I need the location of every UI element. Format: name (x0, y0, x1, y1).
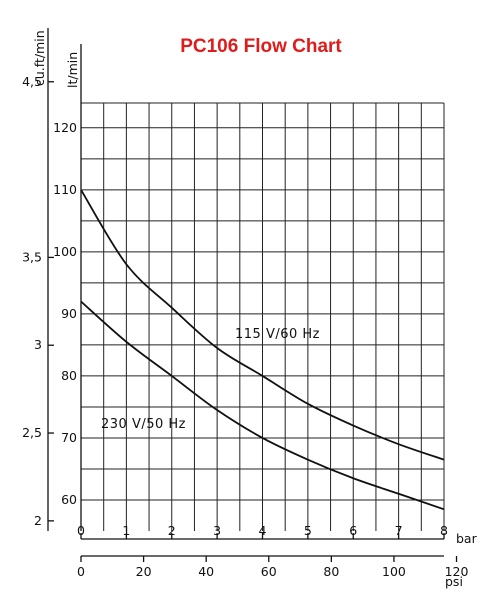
x2-tick-label: 0 (77, 564, 85, 579)
x-axis-label: bar (456, 531, 478, 546)
curves (80, 189, 445, 511)
x-tick-label: 5 (304, 523, 312, 538)
y2-tick-label: 3,5 (22, 249, 42, 264)
x2-tick-label: 100 (382, 564, 406, 579)
x-tick-label: 6 (349, 523, 357, 538)
x2-tick-label: 40 (198, 564, 214, 579)
x-tick-label: 2 (168, 523, 176, 538)
y-axis-label: lt/min (65, 52, 80, 88)
y-tick-label: 90 (61, 306, 77, 321)
y-tick-label: 100 (53, 244, 77, 259)
y-tick-label: 120 (53, 120, 77, 135)
y2-tick-label: 2,5 (22, 425, 42, 440)
y2-tick-label: 3 (34, 337, 42, 352)
chart-title: PC106 Flow Chart (180, 36, 342, 57)
series-115v-60hz (80, 189, 445, 461)
x2-tick-label: 60 (261, 564, 277, 579)
y-tick-label: 110 (53, 182, 77, 197)
x-tick-label: 0 (77, 523, 85, 538)
y-tick-label: 60 (61, 492, 77, 507)
axes (47, 28, 458, 562)
y2-tick-label: 5 (34, 0, 42, 1)
y2-tick-label: 2 (34, 513, 42, 528)
x-tick-label: 7 (395, 523, 403, 538)
series-label-230v: 230 V/50 Hz (101, 417, 186, 432)
series-230v-50hz (80, 300, 445, 511)
tick-labels: 6070809010011012022,533,54,5501234567802… (22, 0, 477, 589)
y-tick-label: 80 (61, 368, 77, 383)
x-tick-label: 8 (440, 523, 448, 538)
x2-tick-label: 120 (445, 564, 469, 579)
x-tick-label: 4 (259, 523, 267, 538)
x-tick-label: 3 (213, 523, 221, 538)
series-label-115v: 115 V/60 Hz (235, 327, 320, 342)
x2-tick-label: 80 (323, 564, 339, 579)
grid (80, 102, 445, 531)
y-tick-label: 70 (61, 430, 77, 445)
y2-tick-label: 4,5 (22, 74, 42, 89)
x2-axis-label: psi (445, 574, 463, 589)
x2-tick-label: 20 (136, 564, 152, 579)
x-tick-label: 1 (122, 523, 130, 538)
y2-axis-label: cu.ft/min (32, 30, 47, 86)
